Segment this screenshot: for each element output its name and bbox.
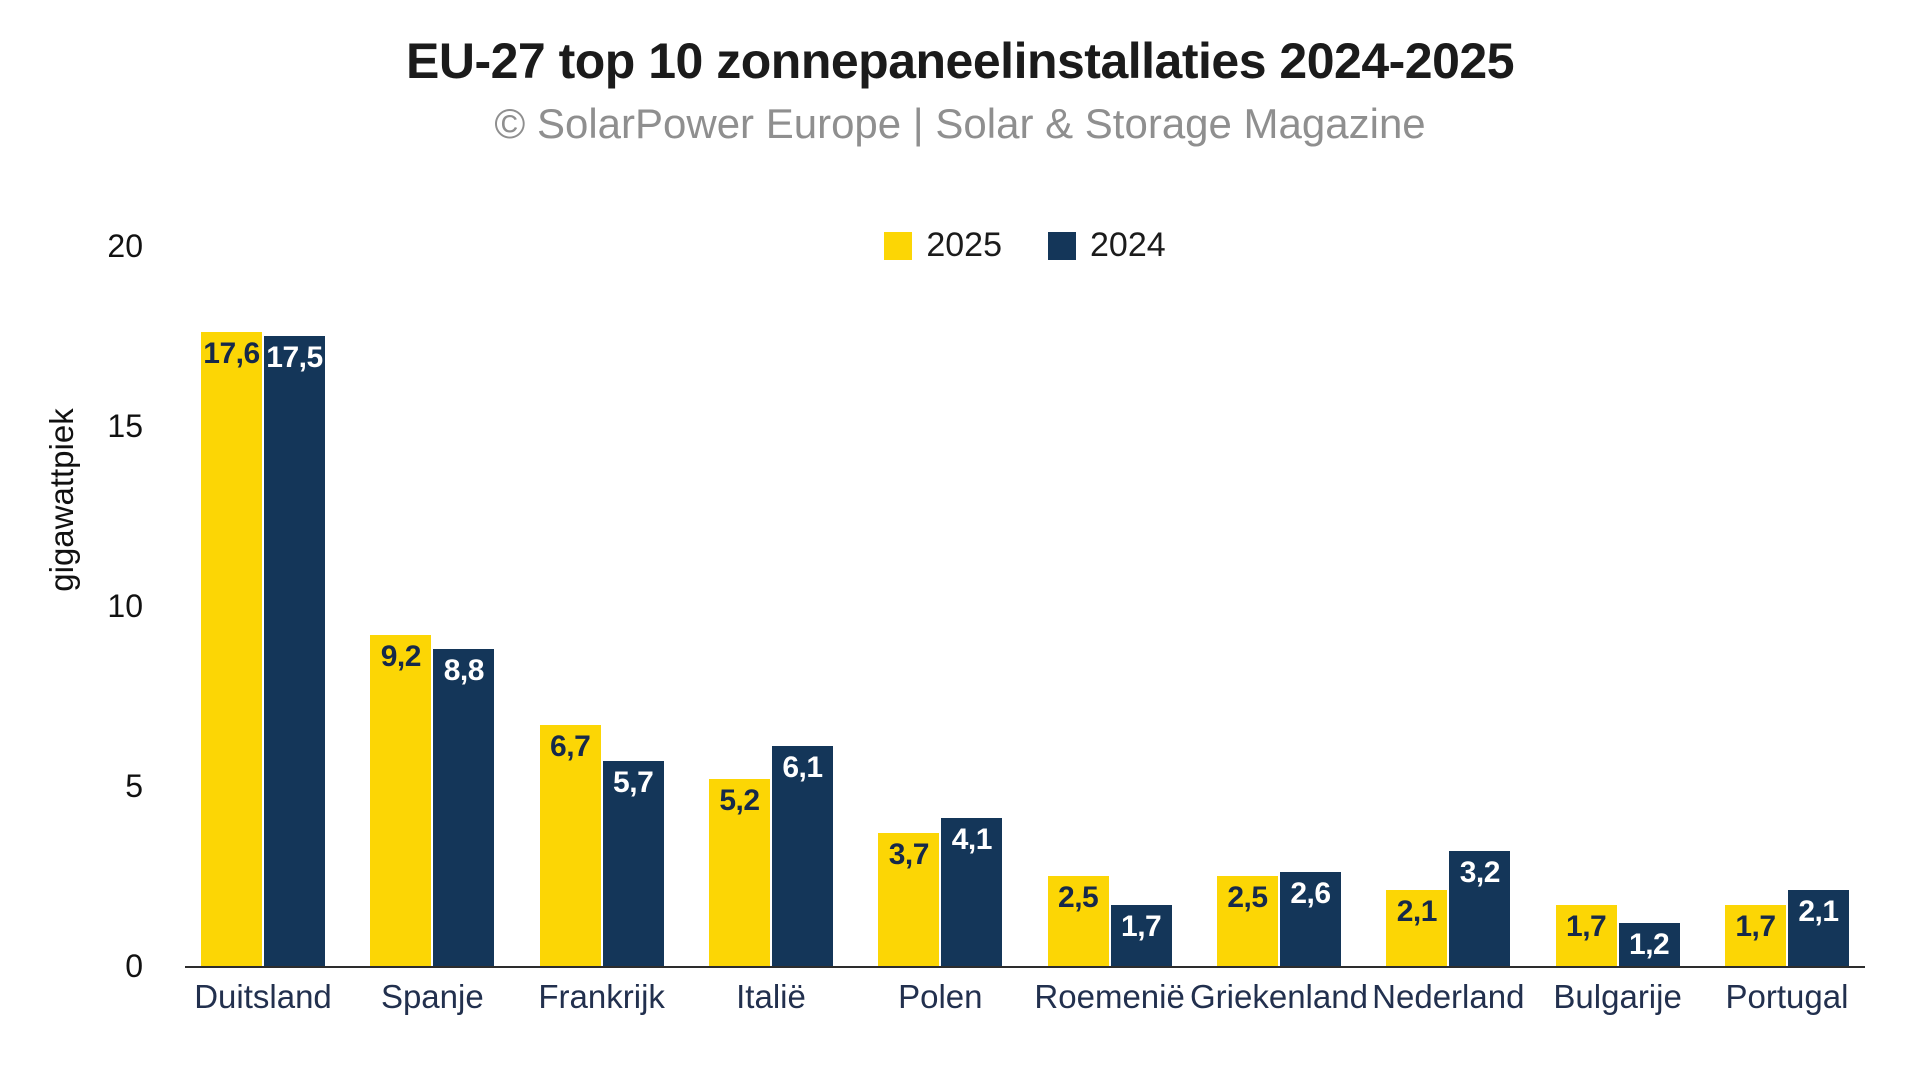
bar-2025-polen: 3,7: [878, 832, 940, 966]
bar-group-polen: 3,7 4,1 Polen: [878, 818, 1003, 1015]
bar-value-label: 1,7: [1121, 909, 1162, 943]
bar-value-label: 2,5: [1058, 881, 1099, 914]
bar-2024-spanje: 8,8: [433, 649, 495, 966]
bar-value-label: 1,7: [1735, 909, 1776, 943]
x-axis-label-nederland: Nederland: [1372, 978, 1525, 1015]
bar-group-spanje: 9,2 8,8 Spanje: [370, 634, 495, 1015]
bar-2024-bulgarije: 1,2: [1618, 922, 1680, 966]
bar-value-label: 2,5: [1227, 881, 1268, 914]
bar-2025-roemenië: 2,5: [1047, 876, 1109, 966]
legend: 2025 2024: [185, 226, 1865, 265]
bar-value-label: 1,2: [1629, 927, 1670, 961]
bar-value-label: 5,7: [613, 765, 654, 799]
bar-value-label: 2,1: [1396, 895, 1438, 929]
legend-swatch-2024: [1048, 231, 1076, 260]
bar-group-roemenië: 2,5 1,7 Roemenië: [1034, 876, 1185, 1015]
bar-group-italië: 5,2 6,1 Italië: [708, 746, 833, 1015]
bar-group-bulgarije: 1,7 1,2 Bulgarije: [1553, 904, 1682, 1015]
bar-value-label: 5,2: [719, 783, 760, 817]
bar-2025-bulgarije: 1,7: [1555, 904, 1617, 966]
bar-2024-griekenland: 2,6: [1279, 872, 1341, 966]
legend-item-2024: 2024: [1048, 226, 1166, 265]
bar-group-portugal: 1,7 2,1 Portugal: [1724, 890, 1849, 1015]
bar-value-label: 17,6: [203, 337, 260, 371]
bar-2025-spanje: 9,2: [370, 634, 432, 966]
bar-value-label: 2,1: [1798, 895, 1839, 929]
bar-2024-portugal: 2,1: [1787, 890, 1849, 966]
bar-2025-nederland: 2,1: [1386, 890, 1448, 966]
bar-2024-duitsland: 17,5: [264, 336, 325, 966]
x-axis-label-spanje: Spanje: [380, 978, 484, 1015]
bar-value-label: 4,1: [951, 823, 993, 857]
plot-area: 0 5 10 15 20 17,6 17,5 Duitsland 9,2 8,8 Spanje 6,…: [107, 229, 1865, 1015]
y-tick-15: 15: [107, 408, 143, 444]
bar-groups: 17,6 17,5 Duitsland 9,2 8,8 Spanje 6,7 5,7 Frank…: [185, 248, 1865, 1015]
legend-label-2025: 2025: [926, 226, 1002, 264]
bar-value-label: 9,2: [380, 639, 422, 673]
y-tick-10: 10: [107, 588, 143, 624]
bar-2024-polen: 4,1: [941, 818, 1003, 966]
chart-title: EU-27 top 10 zonnepaneelinstallaties 202…: [405, 33, 1515, 89]
bar-2024-nederland: 3,2: [1449, 850, 1511, 966]
bar-value-label: 2,6: [1290, 877, 1331, 911]
legend-swatch-2025: [884, 231, 913, 260]
x-axis-label-portugal: Portugal: [1725, 978, 1849, 1015]
bar-value-label: 6,7: [550, 729, 591, 763]
bar-2024-italië: 6,1: [771, 746, 833, 966]
bar-group-griekenland: 2,5 2,6 Griekenland: [1190, 872, 1368, 1015]
chart-subtitle: © SolarPower Europe | Solar & Storage Ma…: [494, 100, 1426, 147]
bar-group-frankrijk: 6,7 5,7 Frankrijk: [538, 724, 665, 1015]
bar-2024-roemenië: 1,7: [1110, 904, 1172, 966]
x-axis-label-polen: Polen: [898, 978, 983, 1015]
bar-value-label: 8,8: [443, 654, 485, 688]
bar-2025-italië: 5,2: [708, 778, 770, 966]
x-axis-label-italië: Italië: [736, 978, 806, 1015]
bar-2025-portugal: 1,7: [1724, 904, 1786, 966]
bar-value-label: 1,7: [1566, 909, 1607, 943]
bar-2024-frankrijk: 5,7: [602, 760, 664, 966]
x-axis-label-duitsland: Duitsland: [194, 978, 332, 1015]
bar-value-label: 3,2: [1459, 855, 1501, 889]
x-axis-label-bulgarije: Bulgarije: [1553, 978, 1682, 1015]
y-tick-5: 5: [125, 768, 143, 804]
bar-2025-griekenland: 2,5: [1216, 876, 1278, 966]
bar-2025-duitsland: 17,6: [201, 332, 262, 966]
bar-value-label: 3,7: [888, 837, 930, 871]
bar-group-duitsland: 17,6 17,5 Duitsland: [194, 332, 332, 1015]
legend-label-2024: 2024: [1090, 226, 1166, 264]
bar-2025-frankrijk: 6,7: [539, 724, 601, 966]
x-axis-label-roemenië: Roemenië: [1034, 978, 1185, 1015]
y-tick-20: 20: [107, 228, 143, 264]
bar-value-label: 17,5: [266, 341, 323, 374]
legend-item-2025: 2025: [884, 226, 1002, 265]
bar-group-nederland: 2,1 3,2 Nederland: [1372, 850, 1524, 1015]
y-tick-0: 0: [125, 948, 143, 984]
x-axis-label-frankrijk: Frankrijk: [538, 978, 665, 1015]
bar-value-label: 6,1: [782, 751, 823, 785]
x-axis-label-griekenland: Griekenland: [1189, 978, 1368, 1015]
